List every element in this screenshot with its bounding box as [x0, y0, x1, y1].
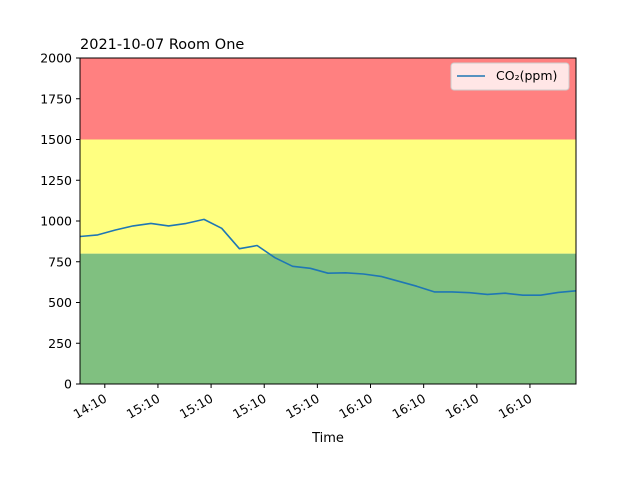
legend: CO₂(ppm)	[450, 62, 570, 91]
y-tick-label: 250	[48, 336, 72, 351]
x-tick-label: 15:10	[124, 391, 163, 422]
x-tick-label: 16:10	[443, 391, 482, 422]
y-tick-label: 1250	[40, 173, 72, 188]
y-tick-label: 1750	[40, 91, 72, 106]
x-tick-label: 14:10	[71, 391, 110, 422]
series-line-0	[79, 218, 577, 297]
x-tick-label: 16:10	[336, 391, 375, 422]
y-tick-label: 750	[48, 254, 72, 269]
y-tick-label: 1000	[40, 214, 72, 229]
band-1	[80, 139, 576, 254]
x-tick-label: 16:10	[389, 391, 428, 422]
y-axis: 0 250 500 750 1000 1250 1500 1750 2000	[40, 51, 80, 392]
y-tick-label: 0	[64, 377, 72, 392]
x-axis-label: Time	[311, 431, 344, 446]
x-tick-label: 15:10	[283, 391, 322, 422]
x-tick-label: 15:10	[230, 391, 269, 422]
y-tick-label: 2000	[40, 51, 72, 66]
x-axis: 14:10 15:10 15:10 15:10 15:10 16:10 16:10 16:10…	[71, 384, 535, 422]
y-tick-label: 1500	[40, 132, 72, 147]
x-tick-label: 16:10	[496, 391, 535, 422]
legend-label: CO₂(ppm)	[496, 68, 557, 83]
threshold-bands	[80, 58, 576, 384]
x-tick-label: 15:10	[177, 391, 216, 422]
y-tick-label: 500	[48, 295, 72, 310]
chart-title: 2021-10-07 Room One	[80, 37, 244, 53]
series-lines	[79, 218, 577, 297]
band-0	[80, 253, 576, 384]
legend-box	[450, 62, 570, 91]
